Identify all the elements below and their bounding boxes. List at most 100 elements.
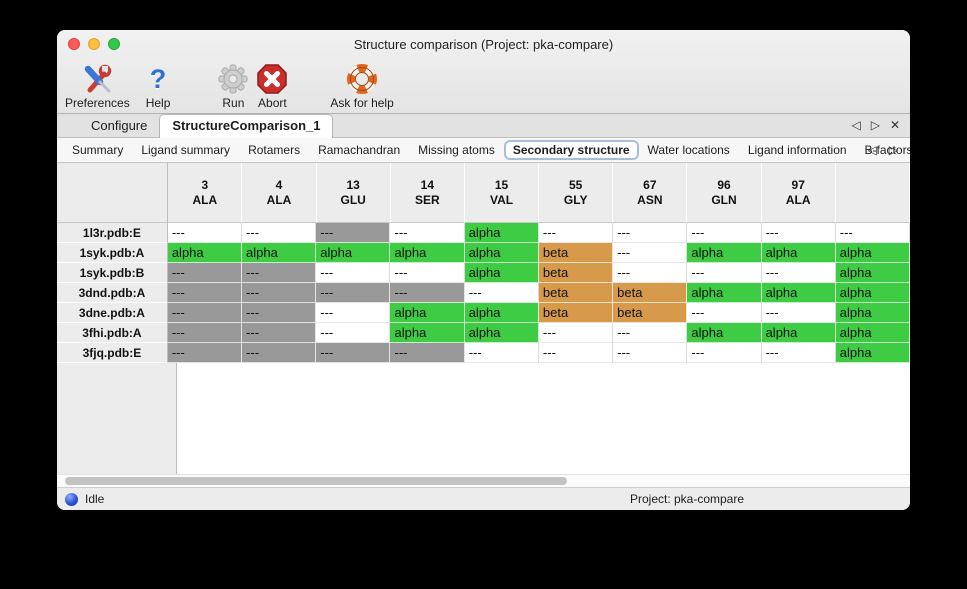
cell[interactable]: --- (390, 343, 465, 363)
cell[interactable]: --- (613, 243, 688, 263)
cell[interactable]: alpha (464, 303, 539, 323)
cell[interactable]: beta (538, 283, 614, 303)
cell[interactable]: --- (167, 283, 243, 303)
cell[interactable]: --- (761, 223, 836, 243)
cell[interactable]: --- (464, 283, 539, 303)
cell[interactable]: beta (538, 263, 614, 283)
subtab-next-icon[interactable]: ▷ (888, 143, 898, 157)
subtab-water-locations[interactable]: Water locations (647, 143, 730, 157)
cell[interactable]: alpha (761, 243, 836, 263)
cell[interactable]: alpha (316, 243, 391, 263)
cell[interactable]: alpha (464, 243, 539, 263)
row-label: 1l3r.pdb:E (57, 223, 168, 243)
cell[interactable]: --- (316, 283, 391, 303)
tab-configure[interactable]: Configure (91, 118, 148, 133)
cell[interactable]: --- (242, 283, 317, 303)
cell[interactable]: --- (167, 323, 243, 343)
cell[interactable]: --- (316, 223, 391, 243)
subtab-summary[interactable]: Summary (72, 143, 124, 157)
cell[interactable]: alpha (390, 303, 465, 323)
cell[interactable]: --- (538, 343, 614, 363)
cell[interactable]: --- (761, 263, 836, 283)
cell[interactable]: --- (613, 223, 688, 243)
cell[interactable]: --- (538, 223, 614, 243)
cell[interactable]: --- (167, 343, 243, 363)
minimize-window-button[interactable] (88, 38, 100, 50)
cell[interactable]: --- (687, 223, 762, 243)
run-button[interactable]: Run (218, 60, 248, 110)
cell[interactable]: beta (613, 283, 688, 303)
horizontal-scrollbar[interactable] (57, 474, 910, 487)
cell[interactable]: alpha (390, 243, 465, 263)
cell[interactable]: alpha (835, 263, 910, 283)
cell[interactable]: --- (390, 263, 465, 283)
scrollbar-thumb[interactable] (65, 477, 567, 485)
cell[interactable]: --- (687, 263, 762, 283)
cell[interactable]: alpha (835, 243, 910, 263)
cell[interactable]: --- (242, 263, 317, 283)
cell[interactable]: alpha (761, 323, 836, 343)
cell[interactable]: --- (242, 343, 317, 363)
cell[interactable]: --- (687, 303, 762, 323)
cell[interactable]: --- (167, 223, 243, 243)
cell[interactable]: alpha (464, 263, 539, 283)
cell[interactable]: alpha (835, 283, 910, 303)
subtab-missing-atoms[interactable]: Missing atoms (418, 143, 495, 157)
subtab-ligand-information[interactable]: Ligand information (747, 143, 847, 157)
cell[interactable]: alpha (242, 243, 317, 263)
cell[interactable]: --- (242, 323, 317, 343)
cell[interactable]: --- (613, 323, 688, 343)
cell[interactable]: --- (761, 303, 836, 323)
cell[interactable]: alpha (687, 243, 762, 263)
title-bar[interactable]: Structure comparison (Project: pka-compa… (57, 30, 910, 58)
cell[interactable]: beta (538, 303, 614, 323)
cell[interactable]: alpha (835, 323, 910, 343)
cell[interactable]: --- (687, 343, 762, 363)
cell[interactable]: --- (538, 323, 614, 343)
cell[interactable]: beta (613, 303, 688, 323)
cell[interactable]: alpha (761, 283, 836, 303)
cell[interactable]: alpha (687, 283, 762, 303)
cell[interactable]: --- (761, 343, 836, 363)
cell[interactable]: --- (613, 263, 688, 283)
help-button[interactable]: ? Help (146, 60, 171, 110)
cell[interactable]: alpha (835, 343, 910, 363)
cell[interactable]: --- (316, 303, 391, 323)
tab-structurecomparison-1[interactable]: StructureComparison_1 (159, 114, 334, 138)
cell[interactable]: alpha (464, 323, 539, 343)
cell[interactable]: --- (316, 263, 391, 283)
cell[interactable]: beta (538, 243, 614, 263)
subtab-rotamers[interactable]: Rotamers (248, 143, 301, 157)
cell[interactable]: --- (835, 223, 910, 243)
cell[interactable]: alpha (687, 323, 762, 343)
column-residue-name: VAL (489, 192, 514, 207)
subtab-prev-icon[interactable]: ◁ (867, 143, 877, 157)
tab-prev-icon[interactable]: ◁ (851, 118, 861, 132)
cell[interactable]: --- (390, 283, 465, 303)
ask-for-help-button[interactable]: Ask for help (330, 60, 394, 110)
abort-button[interactable]: Abort (256, 60, 288, 110)
cell[interactable]: alpha (390, 323, 465, 343)
tab-next-icon[interactable]: ▷ (870, 118, 880, 132)
cell[interactable]: --- (242, 303, 317, 323)
cell[interactable]: --- (167, 263, 243, 283)
cell[interactable]: --- (464, 343, 539, 363)
close-window-button[interactable] (68, 38, 80, 50)
tab-close-icon[interactable]: ✕ (889, 118, 900, 132)
subtab-ligand-summary[interactable]: Ligand summary (141, 143, 231, 157)
cell[interactable]: alpha (167, 243, 243, 263)
zoom-window-button[interactable] (108, 38, 120, 50)
row-label: 1syk.pdb:B (57, 263, 168, 283)
cell[interactable]: alpha (464, 223, 539, 243)
cell[interactable]: --- (167, 303, 243, 323)
cell[interactable]: --- (613, 343, 688, 363)
preferences-button[interactable]: Preferences (65, 60, 130, 110)
cell[interactable]: --- (390, 223, 465, 243)
subtab-b-factors[interactable]: B-factors (864, 143, 910, 157)
cell[interactable]: alpha (835, 303, 910, 323)
cell[interactable]: --- (242, 223, 317, 243)
subtab-ramachandran[interactable]: Ramachandran (318, 143, 401, 157)
cell[interactable]: --- (316, 323, 391, 343)
subtab-secondary-structure[interactable]: Secondary structure (503, 140, 639, 160)
cell[interactable]: --- (316, 343, 391, 363)
